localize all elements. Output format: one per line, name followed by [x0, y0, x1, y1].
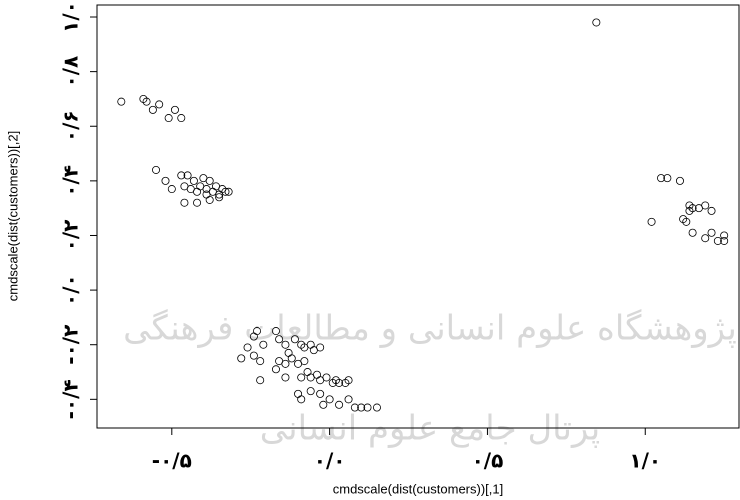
point [250, 352, 257, 359]
point [181, 199, 188, 206]
point [193, 199, 200, 206]
point [708, 229, 715, 236]
point [285, 349, 292, 356]
point [222, 188, 229, 195]
point [156, 101, 163, 108]
point [323, 374, 330, 381]
point [193, 188, 200, 195]
y-tick-label: ۰/۰ [59, 274, 83, 306]
x-tick-label: ۰/۵ [472, 449, 504, 473]
point [225, 188, 232, 195]
watermark: پژوهشگاه علوم انسانی و مطالعات فرهنگی [123, 309, 737, 349]
point [702, 202, 709, 209]
point [294, 390, 301, 397]
point [686, 207, 693, 214]
point [282, 374, 289, 381]
point [282, 360, 289, 367]
point [272, 366, 279, 373]
point [190, 177, 197, 184]
point [326, 396, 333, 403]
point [171, 106, 178, 113]
point [298, 374, 305, 381]
point [680, 215, 687, 222]
plot-frame [97, 5, 739, 428]
x-tick-label: -۰/۵ [152, 449, 192, 473]
x-tick-label: ۱/۰ [629, 449, 661, 473]
point [168, 185, 175, 192]
point [298, 396, 305, 403]
y-tick-label: -۰/۴ [59, 379, 83, 419]
point [683, 218, 690, 225]
point [648, 218, 655, 225]
point [178, 114, 185, 121]
point [118, 98, 125, 105]
point [593, 19, 600, 26]
point [288, 355, 295, 362]
y-tick-label: ۰/۶ [59, 110, 83, 142]
chart: پژوهشگاه علوم انسانی و مطالعات فرهنگی پر… [0, 0, 740, 500]
point [320, 401, 327, 408]
point [238, 355, 245, 362]
x-axis-title: cmdscale(dist(customers))[,1] [333, 481, 503, 496]
y-tick-label: -۰/۲ [59, 325, 83, 365]
point [162, 177, 169, 184]
point [307, 388, 314, 395]
point [206, 196, 213, 203]
point [152, 166, 159, 173]
point [301, 357, 308, 364]
point [257, 377, 264, 384]
point [304, 368, 311, 375]
point [332, 377, 339, 384]
point [143, 98, 150, 105]
y-tick-label: ۰/۲ [59, 220, 83, 252]
point [149, 106, 156, 113]
point [165, 114, 172, 121]
point [257, 357, 264, 364]
point [206, 177, 213, 184]
y-tick-label: ۰/۸ [59, 56, 83, 88]
x-tick-label: ۰/۰ [314, 449, 346, 473]
point [203, 191, 210, 198]
point [689, 229, 696, 236]
point [313, 371, 320, 378]
point [140, 95, 147, 102]
point [345, 396, 352, 403]
point [676, 177, 683, 184]
point [317, 390, 324, 397]
point [345, 377, 352, 384]
y-tick-label: ۱/۰ [59, 1, 83, 33]
y-tick-label: ۰/۴ [59, 165, 83, 197]
point [702, 235, 709, 242]
point [335, 401, 342, 408]
y-axis-title: cmdscale(dist(customers))[,2] [5, 131, 20, 301]
point [708, 207, 715, 214]
